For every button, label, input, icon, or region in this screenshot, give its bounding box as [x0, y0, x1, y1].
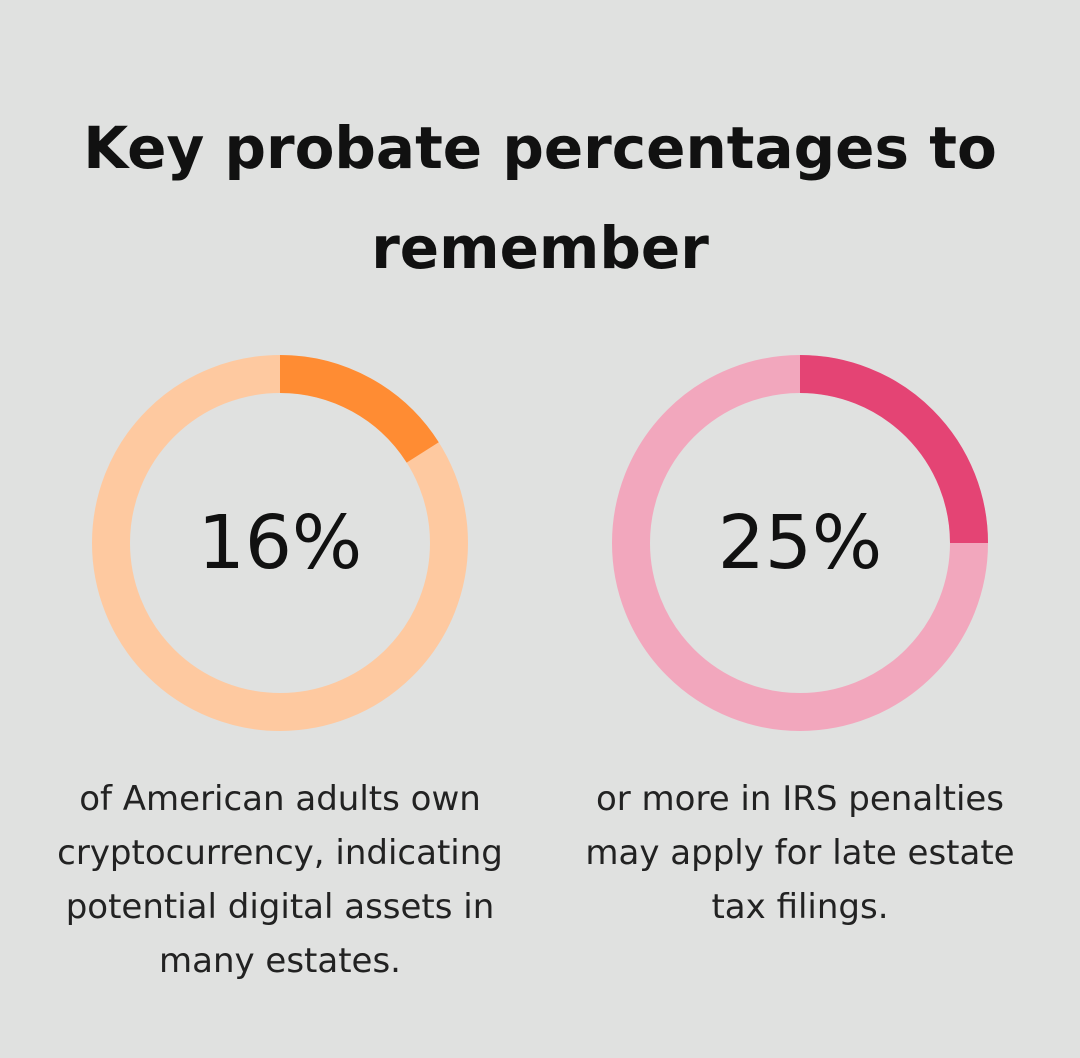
- center-value: 25%: [718, 500, 882, 586]
- donut-arc: [799, 355, 988, 544]
- donut-arc: [279, 355, 439, 463]
- center-value: 16%: [198, 500, 362, 586]
- caption: of American adults own cryptocurrency, i…: [57, 779, 503, 981]
- caption: or more in IRS penalties may apply for l…: [585, 779, 1015, 927]
- title: Key probate percentages to remember: [83, 114, 997, 282]
